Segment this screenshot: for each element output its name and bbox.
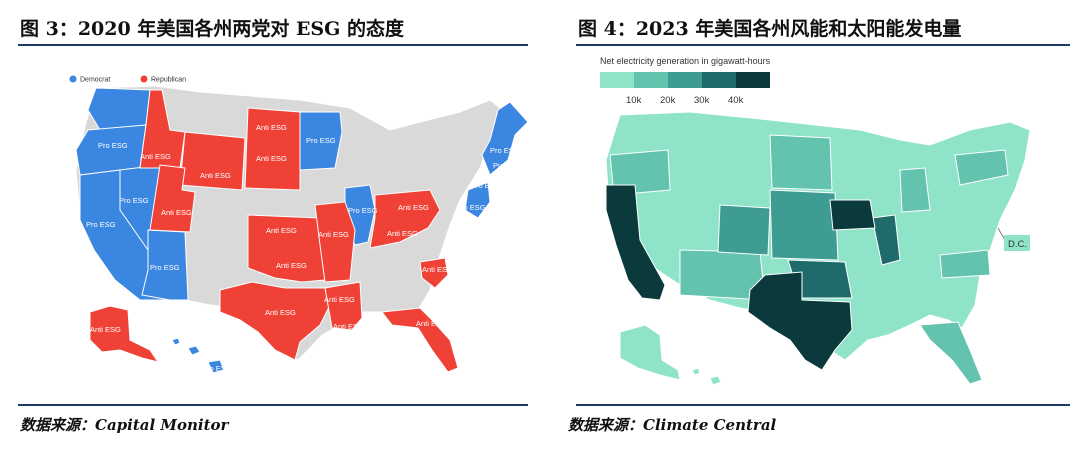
region-iowa: [829, 199, 876, 231]
region-texas: [747, 271, 853, 371]
legend-label-democrat: Democrat: [80, 77, 110, 84]
label-tx: Anti ESG: [265, 308, 296, 317]
right-figure-title: 图 4：2023 年美国各州风能和太阳能发电量: [578, 18, 962, 40]
state-alaska: [89, 305, 160, 363]
dc-label: D.C.: [1008, 239, 1027, 250]
region-florida: [919, 321, 983, 385]
scale-caption: Net electricity generation in gigawatt-h…: [600, 56, 771, 66]
label-ky: Anti ESG: [387, 229, 418, 238]
left-source-note: 数据来源：Capital Monitor: [20, 416, 229, 434]
label-nd: Anti ESG: [256, 123, 287, 132]
region-colorado: [717, 204, 771, 256]
region-hawaii: [691, 367, 722, 386]
label-la: Anti ESG: [324, 295, 355, 304]
state-south-carolina: [419, 257, 449, 289]
state-ohio-valley: [369, 189, 441, 249]
state-florida: [381, 307, 459, 373]
label-ne-2: Pro ESG: [493, 161, 523, 170]
region-illinois: [871, 214, 901, 266]
right-title-rule: [576, 44, 1070, 46]
scale-tick-40k: 40k: [728, 95, 744, 106]
state-utah: [149, 164, 196, 233]
legend-swatch-democrat: [69, 75, 77, 83]
label-ok: Anti ESG: [276, 261, 307, 270]
state-louisiana-mississippi: [324, 281, 363, 331]
scale-tick-30k: 30k: [694, 95, 710, 106]
dc-label-box: [1004, 235, 1030, 251]
right-bottom-rule: [576, 404, 1070, 406]
label-fl: Anti ESG: [416, 319, 447, 328]
label-sc: Anti ESG: [422, 265, 453, 274]
label-ks: Anti ESG: [266, 226, 297, 235]
region-north-plains: [769, 134, 833, 191]
left-figure-title: 图 3：2020 年美国各州两党对 ESG 的态度: [20, 18, 404, 40]
label-wa: Pro ESG: [98, 141, 128, 150]
scale-swatch-3: [668, 72, 702, 88]
label-hi: Pro ESG: [202, 364, 232, 373]
left-title-rule: [18, 44, 528, 46]
state-missouri-arkansas: [314, 201, 356, 283]
label-ny: Pro ESG: [471, 181, 501, 190]
generation-color-scale: Net electricity generation in gigawatt-h…: [600, 56, 771, 106]
state-labels: Pro ESG Pro ESG Pro ESG Anti ESG Pro ESG…: [86, 123, 523, 373]
state-washington: [87, 87, 151, 131]
label-or: Pro ESG: [119, 196, 149, 205]
state-new-england: [481, 101, 529, 176]
legend-swatch-republican: [140, 75, 148, 83]
state-texas: [219, 281, 331, 361]
state-wyoming: [179, 131, 246, 191]
label-nv: Anti ESG: [140, 152, 171, 161]
region-michigan: [899, 167, 931, 213]
region-carolina: [939, 249, 991, 279]
label-sd: Anti ESG: [256, 154, 287, 163]
label-ne-1: Pro ESG: [490, 146, 520, 155]
state-mid-atlantic: [464, 181, 491, 219]
region-plains: [769, 189, 839, 261]
label-az: Pro ESG: [150, 263, 180, 272]
label-ut: Anti ESG: [161, 208, 192, 217]
label-mn: Pro ESG: [306, 136, 336, 145]
label-nj: Pro ESG: [456, 203, 486, 212]
scale-swatch-1: [600, 72, 634, 88]
label-id: Anti ESG: [200, 171, 231, 180]
region-alaska: [619, 324, 681, 381]
left-bottom-rule: [18, 404, 528, 406]
wind-solar-generation-map: Net electricity generation in gigawatt-h…: [600, 56, 1031, 386]
scale-swatch-5: [736, 72, 770, 88]
label-oh: Anti ESG: [398, 203, 429, 212]
legend-label-republican: Republican: [151, 77, 186, 84]
label-ak: Anti ESG: [90, 325, 121, 334]
scale-swatch-4: [702, 72, 736, 88]
right-source-note: 数据来源：Climate Central: [568, 416, 777, 434]
label-il: Pro ESG: [348, 206, 378, 215]
scale-swatch-2: [634, 72, 668, 88]
region-california: [605, 184, 666, 301]
scale-tick-10k: 10k: [626, 95, 642, 106]
label-ca: Pro ESG: [86, 220, 116, 229]
dc-marker: D.C.: [997, 227, 1030, 251]
label-ms: Anti ESG: [333, 322, 364, 331]
map-legend: Democrat Republican: [69, 75, 186, 84]
state-hawaii: [171, 337, 225, 374]
state-oregon: [75, 124, 147, 176]
label-mo: Anti ESG: [318, 230, 349, 239]
scale-tick-20k: 20k: [660, 95, 676, 106]
state-dakotas: [244, 107, 301, 191]
region-new-york: [954, 149, 1009, 186]
state-idaho: [139, 89, 186, 169]
esg-attitude-map: Democrat Republican Pro ESG Pro ESG Pro …: [69, 75, 529, 374]
region-oregon: [609, 149, 671, 196]
